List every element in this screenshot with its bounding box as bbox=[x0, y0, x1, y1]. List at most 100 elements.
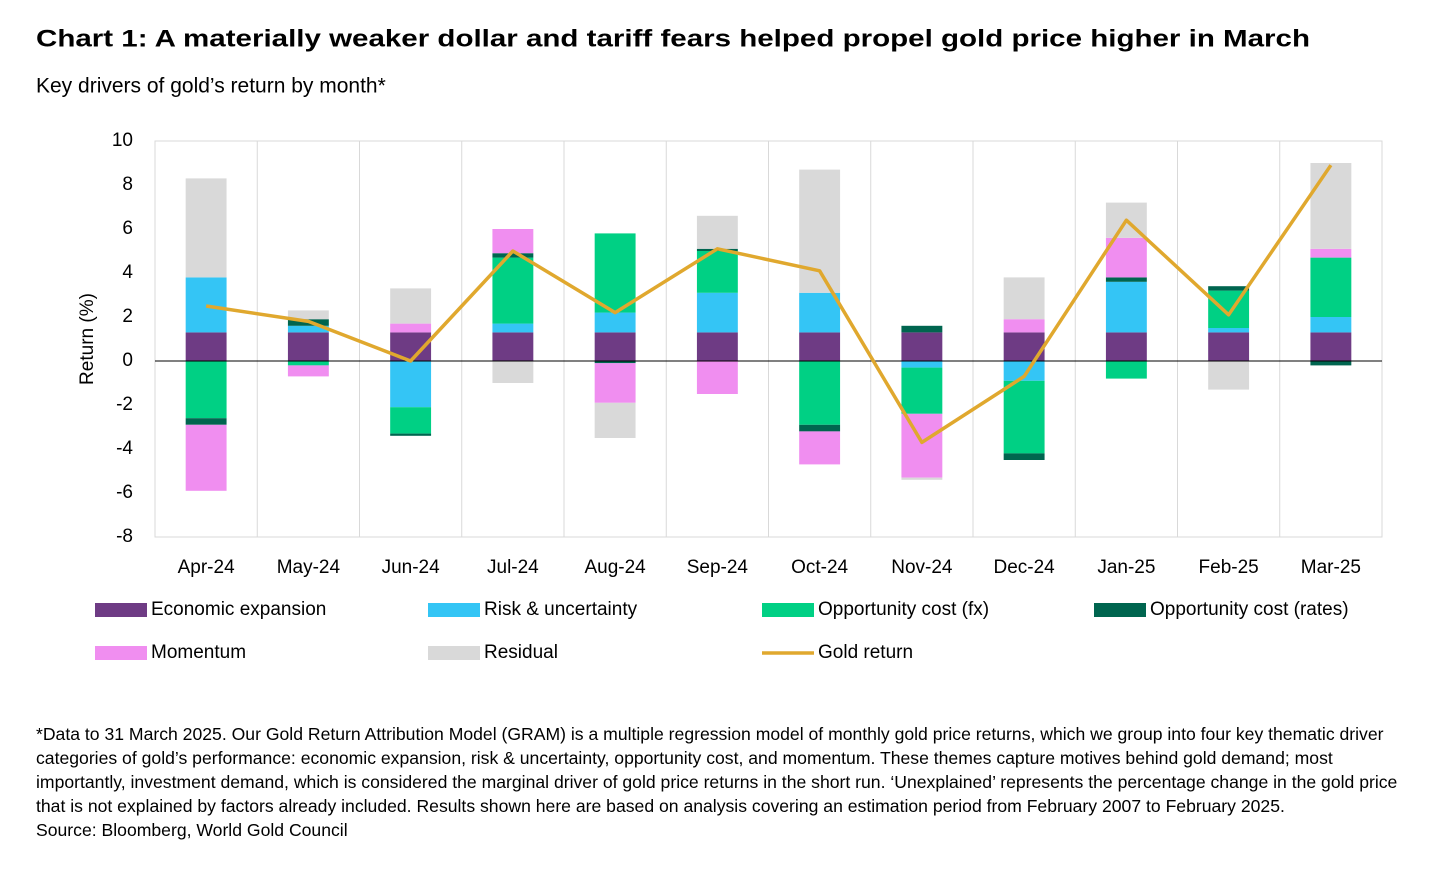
chart-subtitle: Key drivers of gold’s return by month* bbox=[36, 75, 386, 98]
bar-segment bbox=[1310, 163, 1352, 249]
bar-segment bbox=[696, 292, 738, 333]
x-tick-label: Sep-24 bbox=[687, 557, 749, 578]
y-tick-label: 0 bbox=[122, 350, 133, 371]
legend-label: Risk & uncertainty bbox=[484, 599, 638, 620]
legend-label: Momentum bbox=[151, 642, 246, 663]
bar-segment bbox=[799, 169, 841, 293]
x-tick-label: Apr-24 bbox=[178, 557, 235, 578]
bar-segment bbox=[185, 277, 227, 333]
bar-segment bbox=[1310, 317, 1352, 333]
note: *Data to 31 March 2025. Our Gold Return … bbox=[36, 724, 1398, 816]
y-tick-label: -8 bbox=[116, 526, 133, 547]
bar-segment bbox=[1105, 277, 1147, 282]
bar-segment bbox=[594, 312, 636, 333]
footnote: *Data to 31 March 2025. Our Gold Return … bbox=[36, 722, 1421, 842]
bar-segment bbox=[1310, 248, 1352, 258]
x-tick-label: Dec-24 bbox=[994, 557, 1056, 578]
bar-segment bbox=[390, 407, 432, 434]
legend-label: Residual bbox=[484, 642, 558, 663]
bar-segment bbox=[1310, 257, 1352, 317]
bar-segment bbox=[492, 361, 534, 383]
bar-segment bbox=[799, 424, 841, 432]
x-tick-label: May-24 bbox=[277, 557, 341, 578]
bar-segment bbox=[492, 257, 534, 324]
legend-label: Economic expansion bbox=[151, 599, 326, 620]
bar-segment bbox=[390, 323, 432, 333]
bar-segment bbox=[696, 215, 738, 249]
bar-segment bbox=[1208, 361, 1250, 390]
legend-swatch bbox=[1094, 603, 1146, 617]
bar-segment bbox=[390, 433, 432, 436]
source: Source: Bloomberg, World Gold Council bbox=[36, 820, 348, 840]
bar-segment bbox=[799, 292, 841, 333]
legend-swatch bbox=[762, 603, 814, 617]
bar-segment bbox=[594, 361, 636, 364]
bar-segment bbox=[1003, 453, 1045, 460]
x-tick-label: Aug-24 bbox=[584, 557, 646, 578]
bar-segment bbox=[1208, 286, 1250, 291]
x-tick-label: Feb-25 bbox=[1199, 557, 1259, 578]
bar-segment bbox=[287, 310, 329, 320]
bar-segment bbox=[901, 361, 943, 368]
bar-segment bbox=[1310, 332, 1352, 361]
bar-segment bbox=[287, 365, 329, 377]
legend-swatch bbox=[428, 646, 480, 660]
x-tick-label: Jul-24 bbox=[487, 557, 539, 578]
y-tick-label: 4 bbox=[122, 262, 133, 283]
bar-segment bbox=[594, 402, 636, 438]
legend-label: Opportunity cost (rates) bbox=[1150, 599, 1349, 620]
legend-swatch bbox=[95, 646, 147, 660]
bar-segment bbox=[492, 253, 534, 258]
bar-segment bbox=[390, 361, 432, 408]
bar-segment bbox=[492, 332, 534, 361]
bar-segment bbox=[1105, 237, 1147, 278]
bar-segment bbox=[1003, 319, 1045, 333]
x-tick-label: Nov-24 bbox=[891, 557, 953, 578]
bar-segment bbox=[1310, 361, 1352, 366]
bar-segment bbox=[287, 325, 329, 333]
bar-segment bbox=[185, 361, 227, 419]
bar-segment bbox=[492, 323, 534, 333]
bar-segment bbox=[287, 332, 329, 361]
bar-segment bbox=[1105, 332, 1147, 361]
bar-segment bbox=[1208, 332, 1250, 361]
bar-segment bbox=[185, 418, 227, 425]
y-tick-label: 2 bbox=[122, 306, 133, 327]
legend-swatch bbox=[428, 603, 480, 617]
bar-segment bbox=[1105, 281, 1147, 333]
bar-segment bbox=[185, 332, 227, 361]
bar-segment bbox=[1208, 328, 1250, 333]
bar-segment bbox=[1105, 361, 1147, 379]
bar-segment bbox=[901, 332, 943, 361]
chart: Chart 1: A materially weaker dollar and … bbox=[36, 25, 1383, 663]
y-tick-label: -6 bbox=[116, 482, 133, 503]
bar-segment bbox=[901, 367, 943, 414]
bar-segment bbox=[901, 325, 943, 333]
bar-segment bbox=[1003, 380, 1045, 454]
bar-segment bbox=[594, 332, 636, 361]
bar-segment bbox=[901, 477, 943, 480]
y-tick-label: 10 bbox=[112, 130, 133, 151]
y-tick-label: -2 bbox=[116, 394, 133, 415]
x-tick-label: Jan-25 bbox=[1097, 557, 1155, 578]
bar-segment bbox=[799, 361, 841, 425]
bar-segment bbox=[1003, 277, 1045, 320]
legend-label: Gold return bbox=[818, 642, 913, 663]
bar-segment bbox=[901, 413, 943, 478]
y-tick-label: -4 bbox=[116, 438, 133, 459]
x-tick-label: Mar-25 bbox=[1301, 557, 1361, 578]
line bbox=[205, 164, 1333, 445]
legend-swatch bbox=[95, 603, 147, 617]
bar-segment bbox=[390, 288, 432, 324]
bar-segment bbox=[799, 332, 841, 361]
bar-segment bbox=[185, 178, 227, 278]
bar-segment bbox=[594, 233, 636, 313]
bar-segment bbox=[696, 332, 738, 361]
y-tick-label: 6 bbox=[122, 218, 133, 239]
bar-segment bbox=[799, 431, 841, 465]
bar-segment bbox=[492, 229, 534, 254]
x-tick-label: Oct-24 bbox=[791, 557, 848, 578]
y-tick-label: 8 bbox=[122, 174, 133, 195]
bar-segment bbox=[696, 361, 738, 394]
